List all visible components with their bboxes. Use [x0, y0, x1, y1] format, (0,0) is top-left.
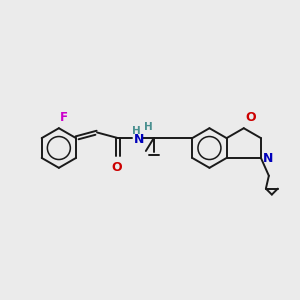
Text: N: N	[134, 133, 144, 146]
Text: O: O	[112, 161, 122, 174]
Text: F: F	[60, 111, 68, 124]
Text: O: O	[246, 111, 256, 124]
Text: N: N	[263, 152, 273, 165]
Text: H: H	[145, 122, 153, 132]
Text: H: H	[132, 126, 140, 136]
